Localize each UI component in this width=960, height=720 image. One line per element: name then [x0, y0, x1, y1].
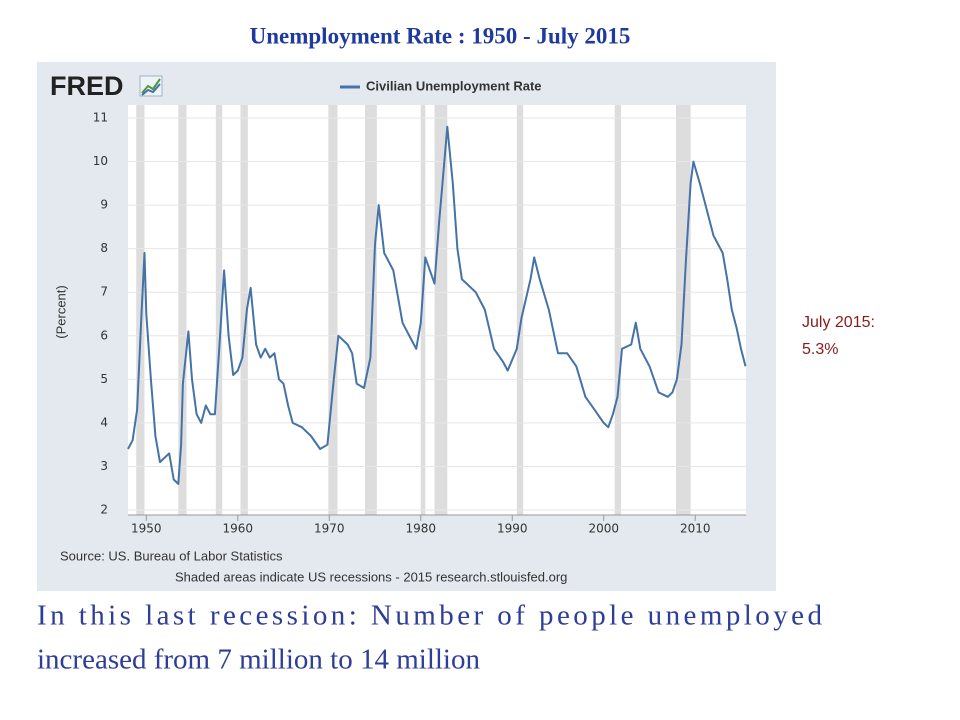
y-tick-label: 10: [93, 154, 108, 168]
y-tick-label: 3: [100, 459, 108, 473]
recession-note: Shaded areas indicate US recessions - 20…: [175, 569, 567, 584]
y-tick-label: 8: [100, 241, 108, 255]
y-tick-label: 11: [93, 111, 108, 125]
caption-line: In this last recession: Number of people…: [37, 600, 822, 632]
recession-band: [614, 105, 622, 515]
recession-band: [215, 105, 223, 515]
y-tick-label: 6: [100, 328, 108, 342]
recession-band: [364, 105, 377, 515]
x-tick-label: 1990: [497, 522, 528, 536]
legend-label: Civilian Unemployment Rate: [366, 78, 542, 93]
recession-band: [420, 105, 426, 515]
data-line: [127, 125, 747, 485]
y-tick-label: 7: [100, 285, 108, 299]
slide-title: Unemployment Rate : 1950 - July 2015: [250, 23, 631, 48]
annotation: 5.3%: [802, 341, 838, 358]
recession-band: [240, 105, 248, 515]
annotation: July 2015:: [802, 314, 875, 331]
x-tick-label: 2010: [680, 522, 711, 536]
recession-band: [178, 105, 187, 515]
y-tick-label: 2: [100, 503, 108, 517]
x-tick-label: 1960: [223, 522, 254, 536]
brand-logo: FRED: [50, 71, 124, 101]
x-tick-label: 2000: [588, 522, 619, 536]
x-tick-label: 1970: [314, 522, 345, 536]
recession-band: [136, 105, 145, 515]
recession-band: [434, 105, 448, 515]
x-tick-label: 1950: [131, 522, 162, 536]
recession-band: [516, 105, 524, 515]
recession-band: [328, 105, 338, 515]
brand-icon: [139, 75, 163, 97]
source-note: Source: US. Bureau of Labor Statistics: [60, 548, 283, 563]
plot: [127, 105, 747, 521]
y-tick-label: 9: [100, 198, 108, 212]
y-tick-label: 4: [100, 415, 108, 429]
x-tick-label: 1980: [405, 522, 436, 536]
caption-line: increased from 7 million to 14 million: [37, 644, 480, 676]
y-tick-label: 5: [100, 372, 108, 386]
y-axis-label: (Percent): [53, 285, 68, 338]
